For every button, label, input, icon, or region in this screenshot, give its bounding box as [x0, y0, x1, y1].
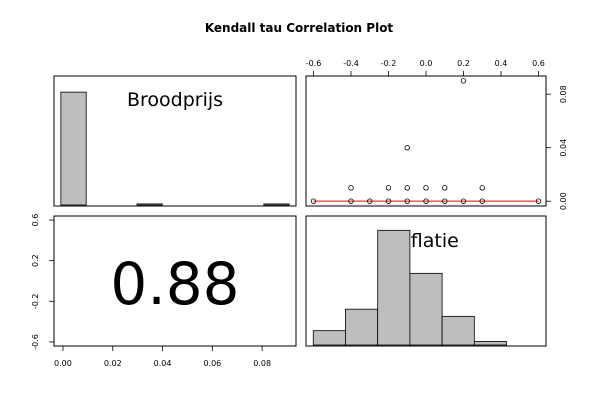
x-tick-label: 0.6 — [532, 59, 545, 68]
histogram-bar — [345, 308, 379, 346]
scatter-point — [479, 198, 485, 204]
histogram-bar — [263, 203, 290, 206]
x-tick-label: 0.00 — [54, 359, 72, 368]
panel-title-broodprijs: Broodprijs — [127, 89, 223, 111]
panel-frame — [305, 75, 547, 207]
panel-frame — [305, 215, 547, 347]
panel-broodprijs-histogram: Broodprijs — [53, 75, 297, 207]
scatter-point — [423, 198, 429, 204]
scatter-point — [348, 198, 354, 204]
histogram-bar — [312, 330, 346, 346]
panel-scatter: -0.6 -0.4 -0.2 0.0 0.2 0.4 0.6 0.00 0.04 0.08 — [305, 59, 568, 210]
panel-correlation-value: 0.88 0.00 0.02 0.04 0.06 0.08 -0.6 -0.2 0.2 0.6 — [31, 214, 297, 368]
histogram-bar — [441, 315, 475, 346]
histogram-bar — [473, 341, 507, 346]
scatter-point — [479, 185, 485, 191]
y-tick-label: 0.00 — [559, 192, 568, 210]
histogram-bar — [60, 91, 87, 206]
x-tick-label: 0.0 — [420, 59, 433, 68]
scatter-point — [442, 185, 448, 191]
y-tick-label: 0.08 — [559, 85, 568, 103]
x-tick-label: -0.2 — [381, 59, 397, 68]
scatter-point — [535, 198, 542, 204]
scatter-point — [310, 198, 317, 204]
histogram-bar — [136, 203, 163, 206]
y-tick-label: 0.04 — [559, 139, 568, 157]
scatter-point — [385, 198, 392, 204]
scatter-point — [348, 185, 354, 191]
y-tick-label: 0.6 — [31, 214, 40, 227]
correlation-value: 0.88 — [110, 250, 239, 318]
scatter-point — [423, 185, 429, 191]
scatter-point — [404, 144, 410, 151]
x-tick-label: 0.04 — [154, 359, 172, 368]
y-tick-label: -0.2 — [31, 294, 40, 310]
x-tick-label: -0.4 — [343, 59, 359, 68]
x-tick-label: 0.02 — [104, 359, 122, 368]
x-tick-label: 0.2 — [457, 59, 470, 68]
histogram-bar — [377, 229, 411, 346]
x-tick-label: 0.06 — [203, 359, 221, 368]
x-tick-label: -0.6 — [306, 59, 322, 68]
y-tick-label: 0.2 — [31, 254, 40, 267]
scatter-point — [442, 198, 448, 204]
panel-inflatie-histogram: Inflatie — [305, 215, 547, 347]
panel-frame — [53, 75, 297, 207]
main-title: Kendall tau Correlation Plot — [205, 21, 394, 35]
x-tick-label: 0.4 — [495, 59, 508, 68]
scatter-point — [367, 198, 373, 204]
scatter-point — [404, 185, 410, 191]
x-tick-label: 0.08 — [253, 359, 271, 368]
scatter-point — [460, 198, 467, 204]
scatter-point — [460, 78, 467, 84]
scatter-point — [385, 185, 392, 191]
histogram-bar — [409, 272, 443, 346]
y-tick-label: -0.6 — [31, 334, 40, 350]
scatter-point — [404, 198, 410, 204]
